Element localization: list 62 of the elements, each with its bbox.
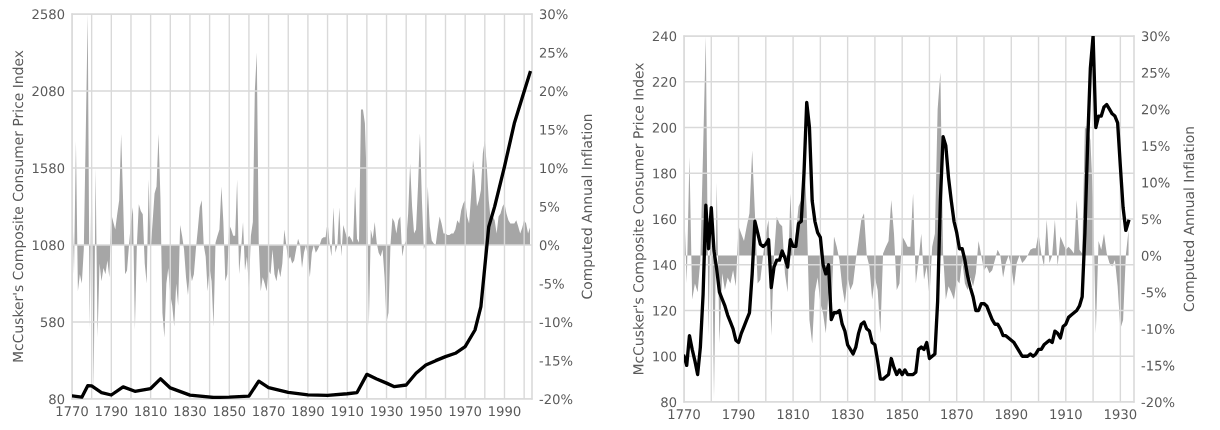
x-tick-label: 1770 (56, 406, 88, 417)
y2-axis-title: Computed Annual Inflation (581, 114, 595, 299)
x-tick-label: 1870 (941, 409, 973, 420)
y2-tick-label: 20% (1141, 104, 1170, 115)
x-tick-label: 1770 (668, 409, 700, 420)
x-tick-label: 1890 (292, 406, 324, 417)
y-axis-title: McCusker's Composite Consumer Price Index (632, 62, 647, 375)
y2-tick-label: 25% (1141, 67, 1170, 78)
y2-tick-label: -5% (1141, 287, 1166, 298)
x-tick-label: 1910 (1050, 409, 1082, 420)
y2-tick-label: 25% (539, 47, 568, 58)
y-tick-label: 160 (653, 214, 677, 225)
x-tick-label: 1930 (371, 406, 403, 417)
x-tick-label: 1790 (723, 409, 755, 420)
y-axis-title: McCusker's Composite Consumer Price Index (12, 50, 26, 362)
x-tick-label: 1910 (331, 406, 364, 417)
x-tick-label: 1830 (832, 409, 864, 420)
x-tick-label: 1850 (886, 409, 919, 420)
x-tick-label: 1790 (95, 406, 128, 417)
y-tick-label: 1580 (32, 163, 65, 174)
y2-tick-label: 10% (540, 163, 568, 174)
y2-tick-label: -15% (539, 355, 573, 366)
y-tick-label: 100 (653, 351, 677, 362)
y-tick-label: 80 (49, 394, 65, 405)
x-tick-label: 1990 (489, 406, 521, 417)
y2-tick-label: 15% (1142, 141, 1170, 151)
x-tick-label: 1950 (410, 406, 442, 417)
x-tick-label: 1830 (174, 406, 206, 417)
x-tick-label: 1850 (213, 406, 246, 417)
y-tick-label: 2080 (32, 86, 65, 97)
y2-axis-title: Computed Annual Inflation (1183, 127, 1197, 312)
y2-tick-label: -10% (539, 317, 573, 328)
x-tick-label: 1890 (995, 409, 1028, 420)
y-tick-label: 580 (40, 317, 65, 328)
y2-tick-label: 0% (539, 240, 560, 251)
y-tick-label: 200 (652, 122, 677, 133)
y-tick-label: 140 (653, 259, 677, 270)
x-tick-label: 1870 (253, 406, 285, 417)
y2-tick-label: -20% (1141, 397, 1175, 408)
x-tick-label: 1930 (1105, 409, 1137, 420)
x-tick-label: 1810 (135, 406, 167, 417)
y2-tick-label: 0% (1141, 250, 1162, 261)
y-tick-label: 2580 (32, 9, 65, 20)
y-tick-label: 80 (661, 397, 677, 408)
y-tick-label: 180 (653, 168, 677, 179)
y2-tick-label: 20% (539, 86, 568, 97)
x-tick-label: 1810 (777, 409, 809, 420)
y2-tick-label: -20% (539, 394, 573, 405)
y2-tick-label: -10% (1141, 324, 1175, 334)
y2-tick-label: 5% (1141, 214, 1162, 225)
y2-tick-label: 15% (540, 124, 568, 135)
y-tick-label: 240 (652, 31, 677, 42)
y-tick-label: 1080 (32, 240, 65, 251)
y2-tick-label: 5% (539, 201, 560, 212)
y2-tick-label: -5% (539, 278, 564, 289)
y-tick-label: 120 (653, 305, 677, 316)
y2-tick-label: 10% (1142, 177, 1170, 188)
y2-tick-label: 30% (1141, 31, 1170, 42)
y2-tick-label: -15% (1141, 360, 1175, 371)
x-tick-label: 1970 (449, 406, 482, 417)
y2-tick-label: 30% (539, 9, 568, 20)
y-tick-label: 220 (652, 76, 677, 87)
